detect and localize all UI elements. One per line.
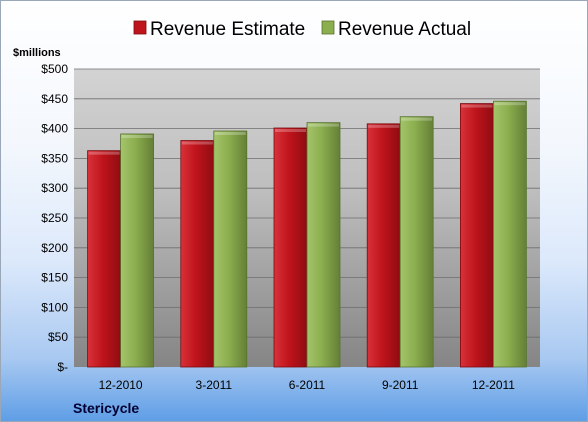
y-tick-label: $-	[57, 360, 68, 374]
bar-revenue-estimate-12-2010	[87, 150, 121, 368]
x-tick-label: 3-2011	[196, 378, 233, 392]
legend-swatch-revenue-estimate	[133, 20, 147, 35]
y-axis-ticks: $- $50 $100 $150 $200 $250 $300 $350 $400 $450 $50…	[41, 62, 68, 374]
bar-revenue-estimate-9-2011	[366, 123, 401, 368]
bar-highlight	[494, 102, 526, 106]
bar-revenue-actual-6-2011	[306, 122, 341, 368]
company-name: Stericycle	[73, 400, 139, 416]
y-tick-label: $50	[48, 330, 68, 344]
x-tick-label: 12-2010	[99, 378, 143, 392]
bar-revenue-estimate-6-2011	[273, 127, 308, 368]
bar-revenue-actual-9-2011	[399, 116, 434, 368]
bar-highlight	[308, 123, 339, 127]
y-tick-label: $250	[41, 211, 68, 225]
y-tick-label: $150	[41, 271, 68, 285]
bars	[87, 100, 527, 368]
chart-legend: Revenue Estimate Revenue Actual	[133, 19, 471, 40]
y-axis-title: $millions	[13, 47, 61, 59]
bar-highlight	[214, 131, 246, 135]
bar-highlight	[401, 117, 433, 121]
bar-highlight	[88, 151, 120, 155]
bar-revenue-estimate-12-2011	[459, 103, 494, 368]
x-tick-label: 6-2011	[289, 378, 326, 392]
bar-highlight	[368, 124, 400, 128]
x-axis-ticks: 12-2010 3-2011 6-2011 9-2011 12-2011	[99, 378, 516, 392]
y-tick-label: $400	[41, 122, 68, 136]
y-tick-label: $200	[41, 241, 68, 255]
bar-highlight	[121, 134, 153, 138]
y-tick-label: $300	[41, 181, 68, 195]
x-tick-label: 9-2011	[382, 378, 419, 392]
y-tick-label: $450	[41, 92, 68, 106]
x-tick-label: 12-2011	[472, 378, 515, 392]
bar-revenue-estimate-3-2011	[180, 140, 215, 368]
bar-revenue-actual-3-2011	[213, 130, 248, 368]
legend-swatch-revenue-actual	[321, 20, 335, 35]
bar-highlight	[275, 129, 306, 133]
y-tick-label: $350	[41, 151, 68, 165]
bar-revenue-actual-12-2010	[120, 133, 154, 368]
y-tick-label: $500	[41, 62, 68, 76]
bar-highlight	[181, 141, 213, 145]
legend-label-revenue-estimate: Revenue Estimate	[150, 19, 305, 40]
y-tick-label: $100	[41, 300, 68, 314]
bar-highlight	[461, 104, 493, 108]
bar-revenue-actual-12-2011	[492, 100, 527, 368]
legend-label-revenue-actual: Revenue Actual	[338, 19, 471, 40]
